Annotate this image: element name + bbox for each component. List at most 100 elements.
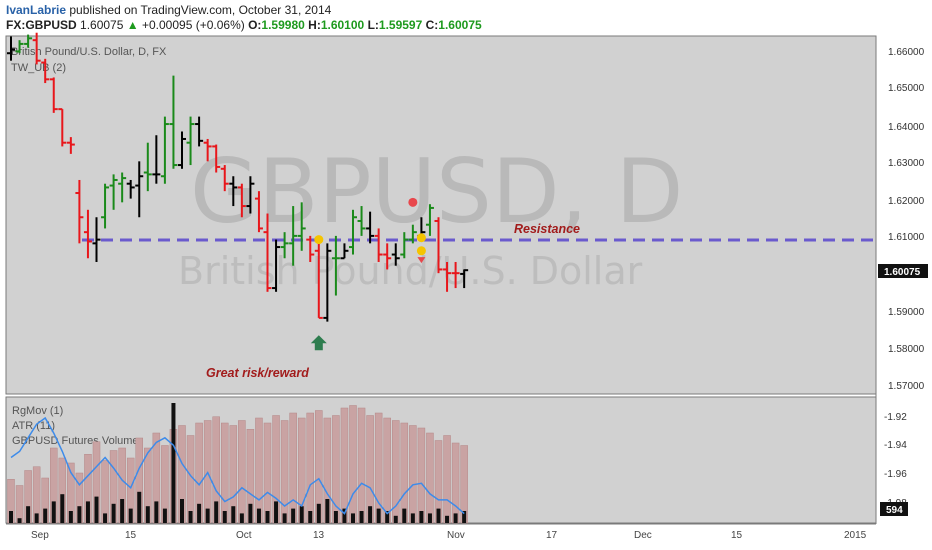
ohlc-bar: [118, 172, 127, 203]
rgmov-bar: [197, 503, 202, 523]
ohlc-bar: [340, 243, 349, 260]
rgmov-bar: [368, 506, 373, 523]
rgmov-bar: [308, 511, 313, 523]
x-tick: Oct: [236, 530, 252, 541]
ohlc-bar: [425, 204, 434, 236]
ohlc-bar: [246, 176, 255, 214]
rgmov-bar: [231, 506, 236, 523]
rgmov-bar: [299, 506, 304, 523]
high-value: 1.60100: [320, 18, 365, 32]
lower-legend-volume: GBPUSD Futures Volume: [12, 435, 139, 447]
volume-bar: [409, 425, 417, 524]
change-up-icon: ▲: [126, 18, 139, 32]
signal-dot: [416, 246, 426, 256]
volume-bar: [238, 420, 246, 524]
ohlc-bar: [32, 32, 41, 65]
open-label: O:: [248, 18, 262, 32]
published-text: published on TradingView.com, October 31…: [69, 3, 332, 17]
main-legend-title: British Pound/U.S. Dollar, D, FX: [11, 46, 167, 58]
x-tick: 17: [546, 530, 558, 541]
rgmov-bar: [43, 508, 48, 523]
volume-bar: [289, 412, 297, 524]
ohlc-bar: [254, 191, 263, 233]
rgmov-bar: [162, 508, 167, 523]
volume-bar: [357, 407, 366, 524]
rgmov-bar: [248, 503, 253, 523]
ohlc-bar: [92, 217, 101, 262]
ohlc-bar: [263, 213, 272, 292]
price-axis[interactable]: 1.66000 1.65000 1.64000 1.63000 1.62000 …: [888, 47, 925, 392]
rgmov-bar: [180, 499, 184, 523]
ohlc-bar: [15, 40, 24, 54]
ohlc-bar: [126, 179, 135, 199]
signal-dot: [314, 235, 324, 245]
ohlc-bar: [391, 243, 400, 266]
resistance-annotation: Resistance: [514, 222, 580, 236]
main-pane[interactable]: [5, 35, 877, 395]
y-tick: 1.58000: [888, 344, 925, 355]
ohlc-bar: [66, 137, 75, 154]
volume-bar: [400, 422, 409, 524]
x-tick: Dec: [634, 530, 652, 541]
ohlc-header: FX:GBPUSD 1.60075 ▲ +0.00095 (+0.06%) O:…: [6, 18, 482, 32]
ohlc-bar: [229, 176, 238, 207]
ohlc-bars: [7, 32, 469, 322]
high-label: H:: [308, 18, 321, 32]
signal-dot: [408, 197, 418, 207]
signal-dot: [416, 233, 426, 243]
x-tick: Nov: [447, 530, 465, 541]
rgmov-bar: [376, 508, 381, 523]
ohlc-bar: [203, 138, 212, 162]
ohlc-bar: [160, 116, 169, 184]
ohlc-bar: [297, 202, 306, 251]
lower-y-tick: -1.96: [884, 469, 907, 480]
ohlc-bar: [349, 209, 357, 255]
rgmov-bar: [51, 501, 56, 523]
main-legend-indicator: TW_UB (2): [11, 62, 66, 74]
x-tick: 2015: [844, 530, 867, 541]
rgmov-bar: [265, 511, 270, 523]
volume-bar: [255, 417, 263, 524]
rgmov-bar: [325, 499, 330, 523]
ohlc-bar: [101, 183, 110, 229]
y-tick: 1.66000: [888, 47, 925, 58]
rgmov-bar: [427, 513, 432, 523]
ohlc-bar: [314, 235, 323, 319]
rgmov-bar: [393, 515, 398, 523]
ohlc-bar: [451, 261, 460, 289]
ohlc-bar: [237, 183, 246, 218]
ohlc-bar: [331, 235, 340, 296]
rgmov-bar: [188, 511, 193, 523]
rgmov-bar: [342, 508, 347, 523]
rgmov-bar: [26, 506, 31, 523]
volume-bar: [417, 427, 426, 524]
rgmov-bar: [419, 511, 424, 523]
volume-bar: [443, 435, 451, 524]
ohlc-bar: [58, 108, 67, 147]
x-tick: Sep: [31, 530, 49, 541]
watermark-name: British Pound/U.S. Dollar: [178, 249, 643, 293]
close-label: C:: [425, 18, 439, 32]
rgmov-bar: [154, 501, 159, 523]
time-axis[interactable]: Sep 15 Oct 13 Nov 17 Dec 15 2015: [31, 530, 867, 541]
y-tick: 1.64000: [888, 122, 925, 133]
close-value: 1.60075: [438, 18, 482, 32]
rgmov-bar: [145, 506, 150, 523]
author-name[interactable]: IvanLabrie: [6, 3, 67, 17]
ohlc-bar: [374, 228, 383, 262]
last-price: 1.60075: [80, 18, 124, 32]
rgmov-bars: [9, 403, 467, 523]
rgmov-bar: [68, 511, 73, 523]
ohlc-bar: [289, 206, 298, 266]
ohlc-bar: [152, 135, 161, 184]
rgmov-bar: [77, 506, 82, 523]
change-value: +0.00095 (+0.06%): [141, 18, 245, 32]
ohlc-bar: [41, 58, 50, 84]
indicator-axis[interactable]: -1.92 -1.94 -1.96 -1.98: [884, 412, 907, 509]
ohlc-bar: [383, 243, 392, 270]
volume-bar: [349, 405, 357, 524]
ohlc-bar: [272, 239, 281, 292]
ohlc-bar: [306, 235, 315, 262]
volume-bar: [263, 422, 272, 524]
